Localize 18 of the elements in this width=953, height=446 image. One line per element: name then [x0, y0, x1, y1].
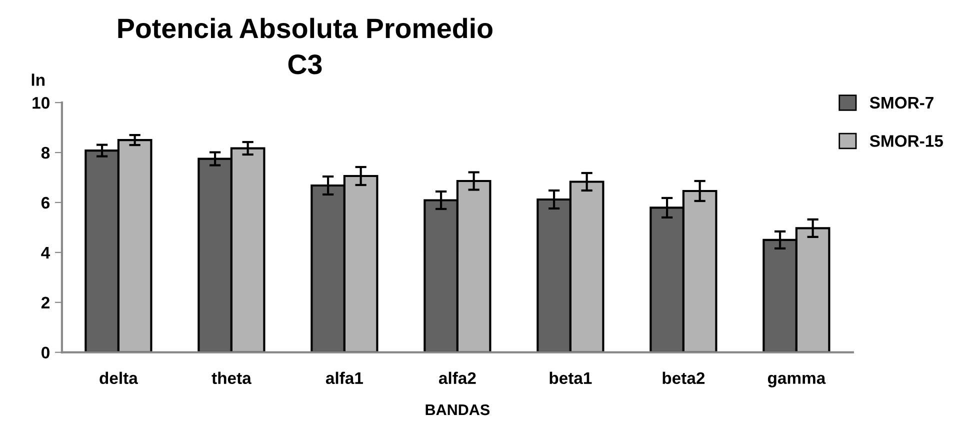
x-tick-label: alfa2 — [438, 372, 476, 384]
x-axis-title: BANDAS — [426, 404, 490, 416]
legend-label: SMOR-15 — [870, 135, 943, 147]
x-tick-label: theta — [212, 372, 252, 384]
y-tick-label: 4 — [41, 247, 50, 258]
y-tick-label: 2 — [41, 296, 50, 308]
chart-title: Potencia Absoluta Promedio C3 — [118, 18, 492, 74]
y-axis-title: ln — [32, 74, 44, 86]
x-tick-label: gamma — [768, 374, 826, 388]
x-tick-label: beta1 — [550, 372, 592, 384]
x-tick-label: delta — [100, 372, 138, 384]
x-tick-label: beta2 — [662, 372, 705, 384]
x-tick-label: alfa1 — [326, 372, 363, 384]
y-tick-label: 8 — [41, 146, 50, 159]
legend-label: SMOR-7 — [870, 96, 934, 109]
y-tick-label: 0 — [42, 346, 50, 359]
y-tick-label: 10 — [32, 96, 50, 109]
y-tick-label: 6 — [41, 196, 50, 209]
